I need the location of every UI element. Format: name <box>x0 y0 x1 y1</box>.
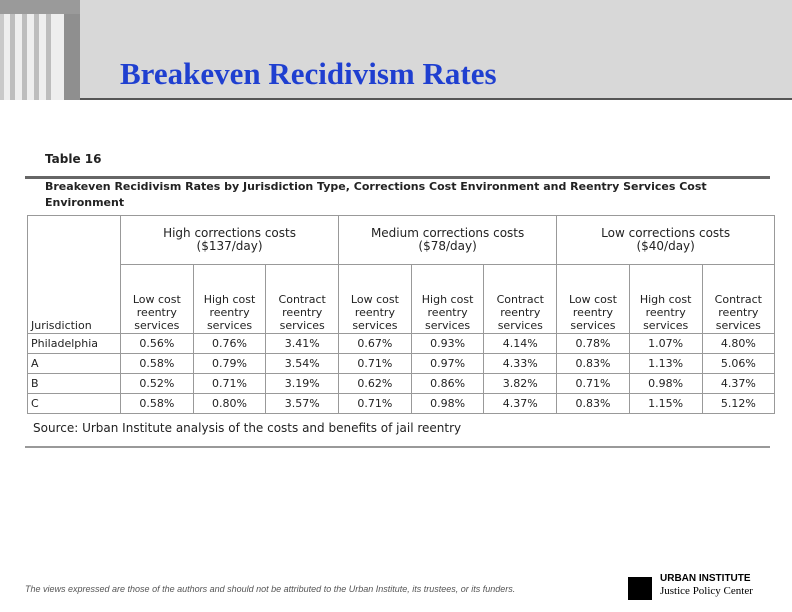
table-cell: 4.33% <box>483 353 558 374</box>
table-label: Table 16 <box>45 152 102 166</box>
table-cell: 0.83% <box>556 393 630 414</box>
column-header: High cost reentry services <box>192 264 267 334</box>
header-band <box>0 0 792 100</box>
table-cell: 3.19% <box>265 373 340 394</box>
table-row: B 0.52% 0.71% 3.19% 0.62% 0.86% 3.82% 0.71% 0.98… <box>27 373 776 394</box>
group-row: Jurisdiction High corrections costs ($137/… <box>27 215 776 334</box>
table-cell: 4.37% <box>483 393 558 414</box>
column-header: High cost reentry services <box>628 264 703 334</box>
data-table: Jurisdiction High corrections costs ($137/… <box>27 215 776 414</box>
table-cell: 1.07% <box>628 333 703 354</box>
column-header: Low cost reentry services <box>120 264 194 334</box>
table-cell: 0.62% <box>338 373 412 394</box>
table-cell: 3.54% <box>265 353 340 374</box>
group-cost: ($137/day) <box>196 239 263 253</box>
table-cell: 0.98% <box>628 373 703 394</box>
table-cell: 5.12% <box>701 393 776 414</box>
column-header: High cost reentry services <box>410 264 485 334</box>
group-header: Low corrections costs ($40/day) <box>556 215 776 265</box>
org-name: URBAN INSTITUTE <box>660 573 751 584</box>
column-header: Contract reentry services <box>483 264 558 334</box>
table-cell: 0.86% <box>410 373 485 394</box>
table-cell: 4.37% <box>701 373 776 394</box>
table-cell: B <box>27 373 121 394</box>
table-cell: Philadelphia <box>27 333 121 354</box>
column-header: Low cost reentry services <box>556 264 630 334</box>
rule <box>25 446 770 448</box>
column-header: Contract reentry services <box>701 264 776 334</box>
table-cell: 5.06% <box>701 353 776 374</box>
table-cell: 0.97% <box>410 353 485 374</box>
rule <box>25 176 770 179</box>
table-cell: 0.71% <box>192 373 267 394</box>
group-cost: ($78/day) <box>418 239 477 253</box>
table-cell: 4.80% <box>701 333 776 354</box>
table-cell: 1.13% <box>628 353 703 374</box>
table-cell: 0.71% <box>338 353 412 374</box>
column-header: Low cost reentry services <box>338 264 412 334</box>
table-cell: 0.93% <box>410 333 485 354</box>
slide-title: Breakeven Recidivism Rates <box>120 56 497 91</box>
table-row: C 0.58% 0.80% 3.57% 0.71% 0.98% 4.37% 0.83% 1.15… <box>27 393 776 414</box>
table-cell: A <box>27 353 121 374</box>
logo <box>628 577 652 600</box>
group-cost: ($40/day) <box>636 239 695 253</box>
table-cell: C <box>27 393 121 414</box>
table-cell: 3.41% <box>265 333 340 354</box>
table-cell: 1.15% <box>628 393 703 414</box>
table-cell: 0.79% <box>192 353 267 374</box>
table-caption: Breakeven Recidivism Rates by Jurisdicti… <box>45 180 707 209</box>
table-cell: 0.98% <box>410 393 485 414</box>
table-cell: 0.71% <box>338 393 412 414</box>
table-source: Source: Urban Institute analysis of the … <box>33 421 462 435</box>
table-cell: 0.52% <box>120 373 194 394</box>
subheader-row: Low cost reentry services High cost reent… <box>28 264 776 334</box>
column-header: Jurisdiction <box>27 215 121 334</box>
table-cell: 0.80% <box>192 393 267 414</box>
center-name: Justice Policy Center <box>660 585 753 597</box>
table-cell: 0.67% <box>338 333 412 354</box>
table-row: A 0.58% 0.79% 3.54% 0.71% 0.97% 4.33% 0.83% 1.13… <box>27 353 776 374</box>
table-cell: 4.14% <box>483 333 558 354</box>
table-cell: 3.57% <box>265 393 340 414</box>
table-cell: 0.71% <box>556 373 630 394</box>
table-cell: 0.58% <box>120 353 194 374</box>
table-cell: 3.82% <box>483 373 558 394</box>
table-cell: 0.56% <box>120 333 194 354</box>
group-header: Medium corrections costs ($78/day) <box>338 215 558 265</box>
column-header: Contract reentry services <box>265 264 340 334</box>
group-name: Low corrections costs <box>601 226 731 240</box>
group-name: Medium corrections costs <box>370 226 525 240</box>
group-header: High corrections costs ($137/day) <box>119 215 340 265</box>
table-cell: 0.78% <box>556 333 630 354</box>
table-cell: 0.83% <box>556 353 630 374</box>
group-name: High corrections costs <box>163 226 296 240</box>
table-cell: 0.76% <box>192 333 267 354</box>
table-row: Philadelphia 0.56% 0.76% 3.41% 0.67% 0.93% 4.1… <box>27 333 776 354</box>
table-cell: 0.58% <box>120 393 194 414</box>
column-image <box>0 0 80 100</box>
disclaimer: The views expressed are those of the aut… <box>25 584 516 594</box>
